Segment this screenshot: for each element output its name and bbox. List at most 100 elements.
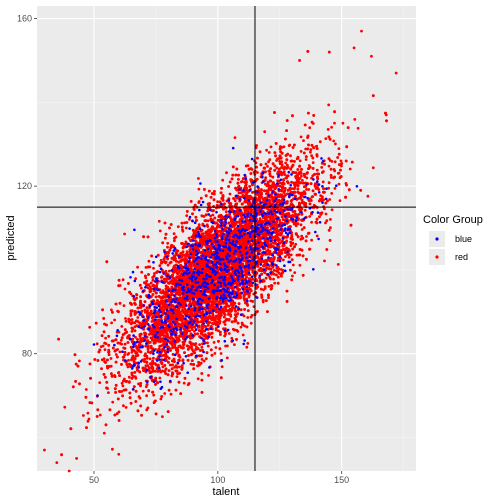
data-point-red [266,165,269,168]
data-point-red [326,127,330,131]
data-point-red [78,359,81,363]
data-point-red [213,352,217,355]
data-point-red [323,162,326,166]
data-point-red [241,333,245,337]
data-point-red [329,176,333,179]
data-point-red [239,308,243,312]
data-point-red [140,270,144,274]
data-point-red [100,367,103,371]
data-point-red [111,400,115,404]
data-point-red [336,263,340,266]
data-point-red [255,144,258,147]
data-point-red [161,337,165,340]
data-point-red [137,382,140,386]
data-point-red [304,147,308,151]
data-point-red [222,203,226,207]
data-point-red [104,336,107,340]
data-point-red [246,342,250,345]
data-point-red [206,219,210,223]
data-point-red [200,358,204,361]
data-point-red [293,271,297,274]
data-point-red [294,242,298,246]
data-point-red [289,268,292,272]
data-point-red [152,356,155,360]
data-point-red [135,296,139,300]
data-point-red [263,130,267,134]
data-point-red [167,356,171,360]
data-point-red [204,357,208,361]
data-point-red [133,329,137,333]
data-point-red [267,285,271,288]
data-point-red [315,168,319,172]
data-point-red [308,126,312,130]
data-point-red [123,377,126,381]
data-point-red [168,363,172,367]
data-point-red [148,333,151,336]
data-point-red [136,265,140,269]
data-point-red [197,187,201,191]
data-point-red [122,304,126,307]
data-point-red [197,177,200,180]
data-point-red [224,344,228,348]
data-point-red [337,182,341,186]
data-point-red [341,121,345,125]
data-point-red [240,180,244,183]
data-point-red [289,253,293,257]
data-point-red [333,187,337,190]
data-point-red [153,272,156,275]
data-point-red [334,142,337,146]
data-point-red [309,150,312,154]
data-point-red [239,325,243,329]
data-point-red [148,357,152,361]
data-point-red [348,167,352,171]
data-point-red [190,328,194,331]
data-point-red [198,343,202,346]
data-point-red [146,286,150,290]
data-point-red [324,137,328,141]
data-point-red [63,405,67,409]
data-point-red [134,335,137,339]
data-point-red [329,226,332,230]
data-point-red [264,276,268,280]
data-point-red [98,381,102,384]
data-point-red [220,365,224,369]
data-point-red [281,258,285,262]
data-point-red [166,263,170,267]
data-point-red [333,160,337,164]
data-point-red [301,179,304,182]
data-point-red [338,199,342,203]
data-point-red [299,150,303,153]
data-point-red [294,224,298,228]
data-point-red [224,210,228,214]
major-gridlines [37,6,416,471]
data-point-red [327,164,331,168]
data-point-red [181,346,185,350]
data-point-red [141,389,145,393]
data-point-red [323,259,326,263]
data-point-red [129,312,133,315]
data-point-red [127,320,131,324]
data-point-red [366,194,370,198]
data-point-red [291,263,295,267]
data-point-red [353,118,357,121]
data-point-red [214,346,218,349]
data-point-red [146,345,150,349]
data-point-red [300,228,304,231]
data-point-red [88,325,92,329]
data-point-red [161,365,165,369]
data-point-red [233,343,236,346]
data-point-red [251,191,254,194]
data-point-red [124,319,128,323]
data-point-red [290,180,293,184]
data-point-red [118,350,122,354]
data-point-red [188,300,192,303]
data-point-red [267,160,270,164]
data-point-red [139,337,143,341]
data-point-red [327,103,331,107]
data-point-red [98,413,102,417]
data-point-red [308,215,312,218]
data-point-red [282,145,286,149]
data-point-red [339,159,343,163]
data-point-red [130,330,134,333]
